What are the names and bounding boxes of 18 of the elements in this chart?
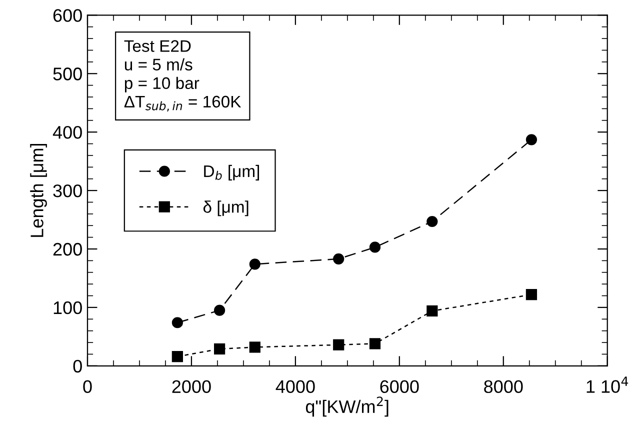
y-tick-label: 400 [52, 126, 82, 139]
annotation: Test E2D u = 5 m/s p = 10 bar ΔT$_{sub,in}$ = 160K [124, 40, 242, 112]
legend-label: δ [μm] [203, 200, 248, 216]
y-tick-label: 500 [53, 68, 82, 80]
x-tick-label: 4000 [276, 380, 315, 394]
y-axis-title: Length [μm] [30, 144, 47, 237]
x-tick-label: 1 10$^{4}$ [586, 376, 628, 393]
legend-label: D$_{b}$ [μm] [204, 164, 259, 180]
y-tick-label: 100 [54, 301, 82, 314]
x-tick-label: 2000 [172, 380, 211, 394]
x-tick-label: 0 [83, 380, 92, 394]
y-tick-label: 200 [53, 242, 82, 256]
x-axis-title: q"[KW/m$^{2}$] [306, 396, 388, 417]
y-tick-label: 0 [73, 360, 82, 373]
x-tick-label: 6000 [380, 380, 419, 394]
y-tick-label: 600 [53, 9, 82, 22]
y-tick-label: 300 [53, 184, 82, 198]
x-tick-label: 8000 [484, 380, 523, 394]
